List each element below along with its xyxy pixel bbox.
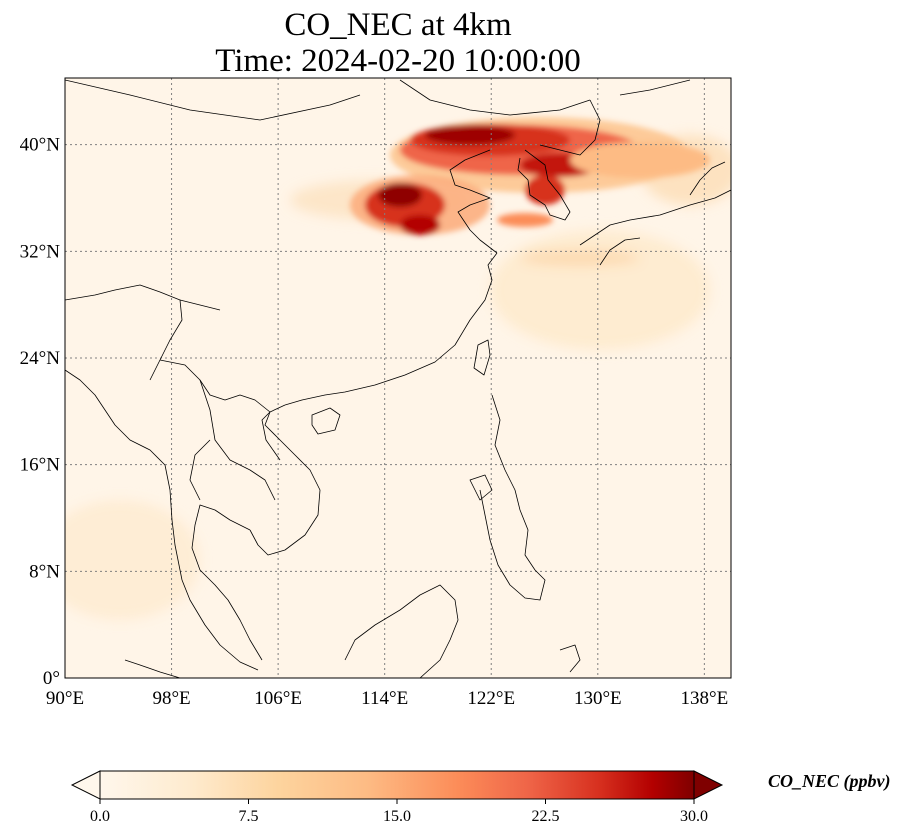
gridlines (65, 78, 731, 678)
lon-tick-label: 106°E (254, 688, 302, 709)
lat-tick-label: 32°N (20, 241, 61, 262)
lon-tick-label: 90°E (46, 688, 84, 709)
colorbar: 0.0 7.5 15.0 22.5 30.0 (70, 770, 724, 825)
colorbar-extend-low (70, 770, 101, 800)
colorbar-tick-label: 15.0 (383, 808, 411, 825)
colorbar-gradient (100, 771, 694, 799)
map-frame (64, 77, 732, 679)
colorbar-tick-label: 22.5 (532, 808, 560, 825)
colorbar-tick-label: 30.0 (680, 808, 708, 825)
lat-tick-label: 40°N (20, 135, 61, 156)
lat-tick-label: 16°N (20, 455, 61, 476)
lon-tick-label: 114°E (361, 688, 408, 709)
lon-tick-label: 130°E (574, 688, 622, 709)
lat-tick-label: 8°N (29, 561, 60, 582)
colorbar-ticks: 0.0 7.5 15.0 22.5 30.0 (90, 799, 708, 825)
concentration-field (65, 78, 731, 678)
colorbar-extend-high (693, 770, 724, 800)
map-title: CO_NEC at 4km (284, 7, 512, 43)
latitude-tick-labels: 0° 8°N 16°N 24°N 32°N 40°N (20, 135, 61, 689)
coastlines (65, 79, 731, 678)
colorbar-tick-label: 0.0 (90, 808, 110, 825)
longitude-tick-labels: 90°E 98°E 106°E 114°E 122°E 130°E 138°E (46, 688, 728, 709)
lon-tick-label: 122°E (467, 688, 515, 709)
lon-tick-label: 98°E (152, 688, 190, 709)
lon-tick-label: 138°E (681, 688, 729, 709)
colorbar-label: CO_NEC (ppbv) (768, 771, 891, 791)
lat-tick-label: 0° (43, 668, 60, 689)
colorbar-tick-label: 7.5 (239, 808, 259, 825)
lat-tick-label: 24°N (20, 348, 61, 369)
map-time-subtitle: Time: 2024-02-20 10:00:00 (215, 43, 581, 79)
